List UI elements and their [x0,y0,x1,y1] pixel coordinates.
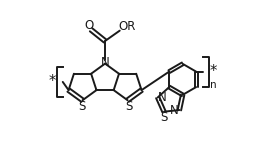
Text: *: * [48,74,56,89]
Text: OR: OR [118,20,135,33]
Text: *: * [210,64,217,79]
Text: S: S [160,111,168,124]
Text: S: S [125,100,132,113]
Text: n: n [210,80,217,90]
Text: O: O [84,19,93,32]
Text: N: N [170,104,179,117]
Text: N: N [101,56,110,69]
Text: N: N [158,91,167,104]
Text: S: S [78,100,85,113]
